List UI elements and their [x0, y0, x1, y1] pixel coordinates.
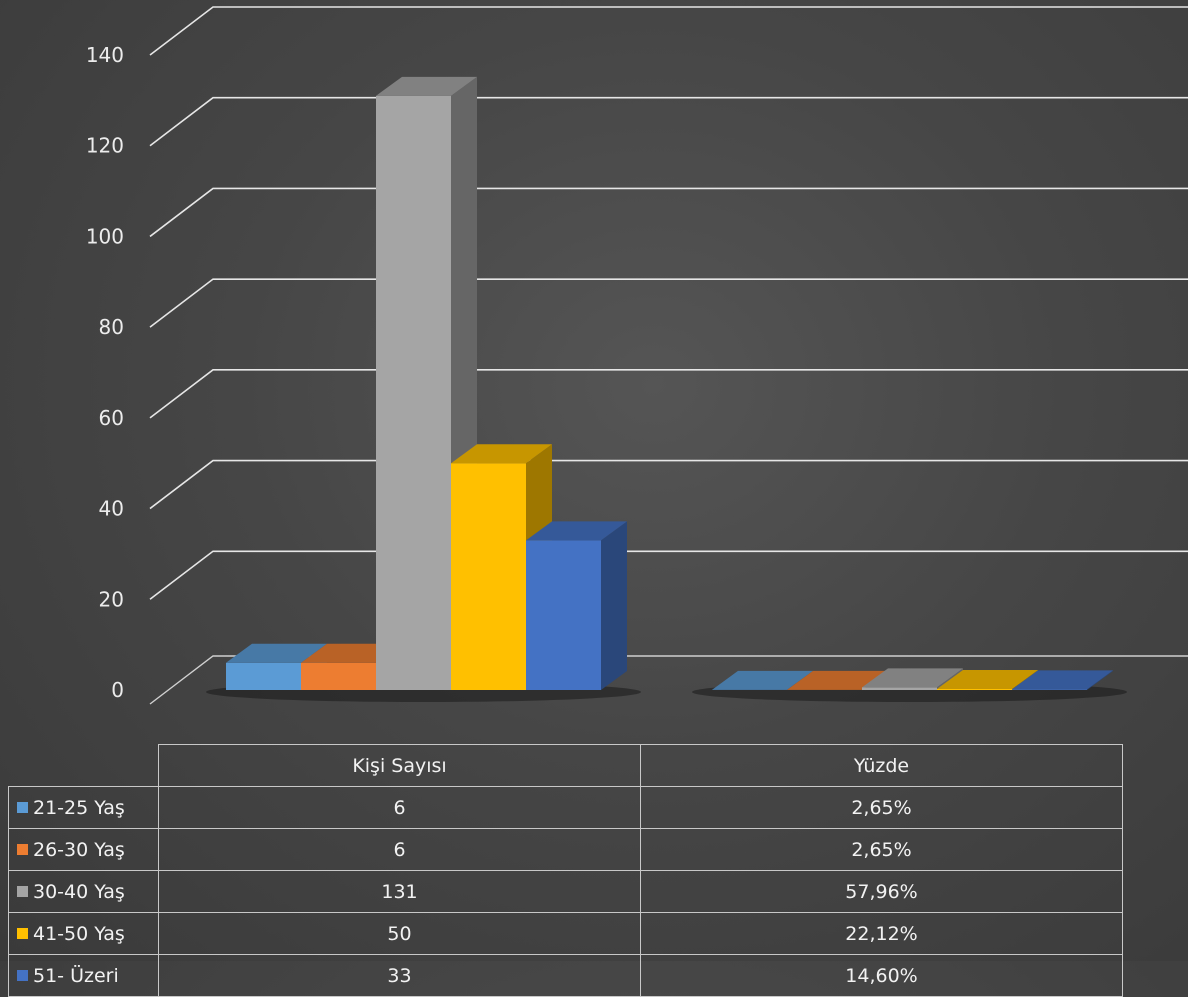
series-name: 30-40 Yaş [33, 881, 125, 903]
legend-swatch [17, 928, 28, 939]
gridline [150, 279, 1188, 327]
bar-front [937, 689, 1012, 690]
legend-entry: 26-30 Yaş [9, 829, 159, 871]
gridline [150, 370, 1188, 418]
gridline [150, 551, 1188, 599]
table-row: 30-40 Yaş 131 57,96% [9, 871, 1123, 913]
bar-front [226, 663, 301, 690]
gridline [150, 7, 1188, 55]
table-header-row: Kişi Sayısı Yüzde [9, 745, 1123, 787]
bar-side [601, 521, 627, 690]
table-row: 21-25 Yaş 6 2,65% [9, 787, 1123, 829]
bar-front [301, 663, 376, 690]
bar-front [1012, 689, 1087, 690]
legend-swatch [17, 844, 28, 855]
data-table: Kişi Sayısı Yüzde 21-25 Yaş 6 2,65% 26-3… [8, 744, 1123, 997]
series-name: 51- Üzeri [33, 965, 119, 987]
bar-front [451, 463, 526, 690]
category-header-yuzde: Yüzde [641, 745, 1123, 787]
legend-swatch [17, 802, 28, 813]
bar [526, 521, 627, 690]
data-cell: 2,65% [641, 787, 1123, 829]
y-tick-label: 120 [86, 134, 124, 158]
gridline [150, 98, 1188, 146]
data-cell: 57,96% [641, 871, 1123, 913]
series-name: 26-30 Yaş [33, 839, 125, 861]
series-name: 41-50 Yaş [33, 923, 125, 945]
y-tick-label: 80 [99, 315, 124, 339]
legend-entry: 30-40 Yaş [9, 871, 159, 913]
category-header-kisi-sayisi: Kişi Sayısı [159, 745, 641, 787]
bar-front [862, 687, 937, 690]
series-name: 21-25 Yaş [33, 797, 125, 819]
gridline [150, 188, 1188, 236]
bar-front [526, 540, 601, 690]
y-tick-label: 40 [99, 497, 124, 521]
data-cell: 131 [159, 871, 641, 913]
data-cell: 2,65% [641, 829, 1123, 871]
legend-swatch [17, 970, 28, 981]
y-tick-label: 140 [86, 43, 124, 67]
table-row: 26-30 Yaş 6 2,65% [9, 829, 1123, 871]
y-tick-label: 20 [99, 587, 124, 611]
legend-swatch [17, 886, 28, 897]
data-cell: 22,12% [641, 913, 1123, 955]
legend-entry: 41-50 Yaş [9, 913, 159, 955]
y-tick-label: 100 [86, 224, 124, 248]
chart-plot: 0 20 40 60 80 100 120 140 [0, 0, 1188, 744]
y-tick-label: 0 [111, 678, 124, 702]
y-tick-label: 60 [99, 406, 124, 430]
gridline [150, 461, 1188, 509]
data-cell: 6 [159, 829, 641, 871]
data-cell: 6 [159, 787, 641, 829]
table-corner [9, 745, 159, 787]
bar-front [376, 96, 451, 690]
data-cell: 50 [159, 913, 641, 955]
legend-entry: 21-25 Yaş [9, 787, 159, 829]
table-row: 41-50 Yaş 50 22,12% [9, 913, 1123, 955]
